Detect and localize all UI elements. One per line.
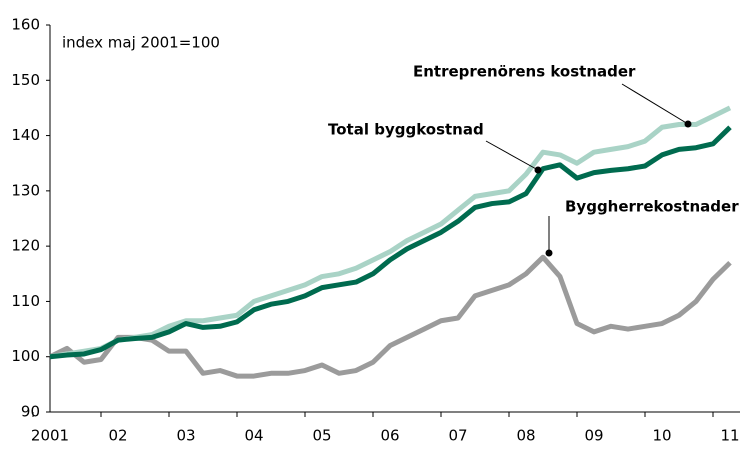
x-tick-label: 03	[176, 427, 195, 445]
annotation-label: Byggherrekostnader	[565, 198, 739, 216]
chart-subtitle: index maj 2001=100	[62, 34, 220, 52]
y-tick-label: 130	[11, 181, 40, 199]
y-tick-label: 90	[21, 403, 40, 421]
y-tick-label: 120	[11, 237, 40, 255]
y-tick-label: 110	[11, 292, 40, 310]
x-tick-label: 07	[448, 427, 467, 445]
x-tick-label: 06	[380, 427, 399, 445]
series-line	[49, 125, 732, 360]
y-tick-label: 140	[11, 126, 40, 144]
x-tick-label: 05	[312, 427, 331, 445]
y-tick-label: 100	[11, 347, 40, 365]
series-line	[48, 254, 732, 379]
x-tick-label: 11	[720, 427, 739, 445]
annotation-dot	[534, 166, 542, 174]
x-tick-label: 08	[516, 427, 535, 445]
y-tick-label: 160	[11, 16, 40, 34]
x-tick-label: 02	[108, 427, 127, 445]
annotation-leader	[485, 140, 539, 171]
x-tick-label: 2001	[31, 427, 69, 445]
y-tick-label: 150	[11, 71, 40, 89]
annotation-dot	[545, 249, 553, 257]
annotation-dot	[684, 120, 692, 128]
annotation-leader	[621, 83, 689, 125]
annotation-label: Total byggkostnad	[328, 121, 484, 139]
x-tick-label: 04	[244, 427, 263, 445]
x-tick-label: 09	[584, 427, 603, 445]
x-tick-label: 10	[652, 427, 671, 445]
series-line	[49, 105, 732, 360]
annotation-label: Entreprenörens kostnader	[413, 63, 636, 81]
